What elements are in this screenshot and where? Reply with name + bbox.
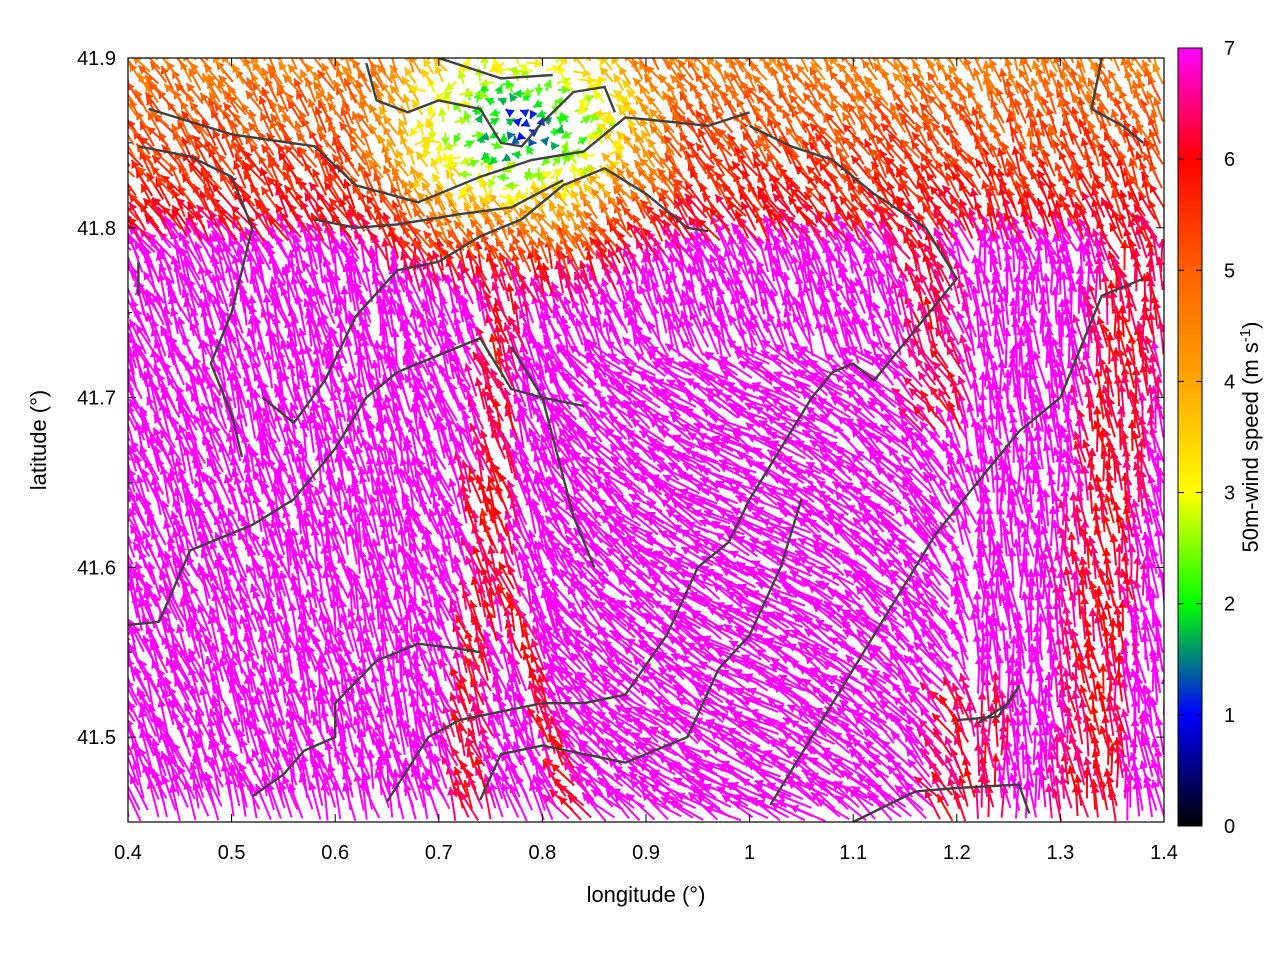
wind-arrow bbox=[1060, 776, 1072, 808]
wind-arrow bbox=[112, 183, 129, 209]
wind-arrow bbox=[659, 667, 688, 693]
wind-arrow bbox=[117, 280, 130, 315]
wind-arrow bbox=[209, 477, 225, 514]
wind-arrow bbox=[705, 805, 741, 820]
wind-arrow bbox=[225, 776, 234, 816]
wind-arrow bbox=[118, 777, 129, 817]
wind-arrow bbox=[944, 326, 962, 357]
wind-arrow bbox=[418, 417, 434, 453]
wind-arrow bbox=[117, 299, 128, 337]
wind-arrow bbox=[958, 376, 972, 407]
wind-arrow bbox=[1099, 664, 1108, 694]
wind-arrow bbox=[109, 260, 128, 294]
wind-arrow bbox=[1119, 584, 1133, 617]
wind-arrow bbox=[982, 275, 991, 314]
wind-arrow bbox=[288, 603, 297, 642]
plot-area bbox=[103, 34, 1169, 822]
wind-arrow bbox=[1008, 548, 1017, 586]
wind-arrow bbox=[469, 600, 480, 630]
wind-arrow bbox=[1043, 443, 1052, 483]
wind-arrow bbox=[653, 248, 670, 280]
wind-arrow bbox=[116, 402, 129, 441]
wind-arrow bbox=[1158, 239, 1167, 272]
wind-arrow bbox=[506, 284, 515, 315]
wind-arrow bbox=[1004, 252, 1014, 292]
wind-arrow bbox=[1108, 789, 1117, 821]
wind-arrow bbox=[207, 718, 216, 757]
wind-arrow bbox=[1160, 676, 1169, 715]
wind-arrow bbox=[683, 361, 716, 378]
wind-arrow bbox=[124, 261, 147, 294]
wind-arrow bbox=[722, 371, 758, 390]
wind-arrow bbox=[588, 341, 619, 364]
wind-arrow bbox=[1141, 532, 1150, 568]
wind-arrow bbox=[123, 187, 144, 207]
wind-arrow bbox=[854, 217, 871, 241]
wind-arrow bbox=[334, 308, 350, 344]
wind-arrow bbox=[972, 785, 981, 819]
wind-arrow bbox=[445, 500, 463, 535]
wind-arrow bbox=[1020, 592, 1029, 632]
wind-arrow bbox=[833, 228, 856, 258]
wind-arrow bbox=[114, 487, 129, 522]
wind-arrow bbox=[580, 192, 593, 210]
wind-arrow bbox=[1002, 241, 1011, 281]
wind-arrow bbox=[1110, 353, 1119, 387]
wind-arrow bbox=[920, 682, 944, 704]
wind-arrow bbox=[609, 324, 626, 358]
wind-arrow bbox=[177, 317, 190, 354]
wind-arrow bbox=[344, 339, 356, 378]
wind-arrow bbox=[929, 562, 954, 589]
wind-arrow bbox=[120, 246, 134, 281]
